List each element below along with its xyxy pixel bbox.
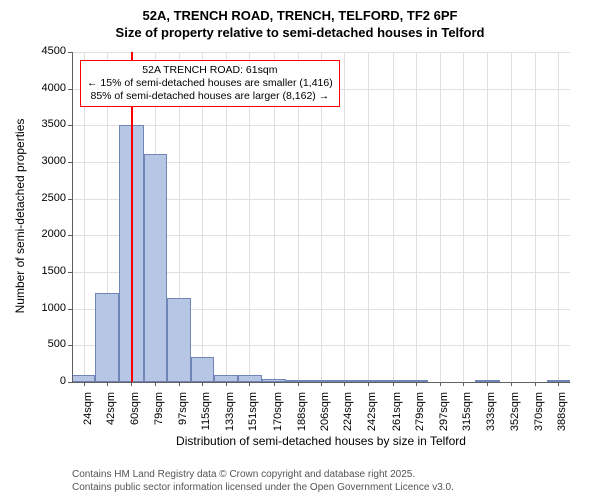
y-tick-label: 4500 xyxy=(26,45,66,57)
gridline-v xyxy=(393,52,394,382)
gridline-v xyxy=(535,52,536,382)
x-tick-label: 370sqm xyxy=(533,392,545,442)
x-tick-label: 115sqm xyxy=(200,392,212,442)
gridline-v xyxy=(487,52,488,382)
histogram-bar xyxy=(191,357,214,382)
gridline-v xyxy=(558,52,559,382)
gridline-v xyxy=(416,52,417,382)
x-tick-label: 60sqm xyxy=(129,392,141,442)
histogram-bar xyxy=(214,375,237,382)
gridline-v xyxy=(463,52,464,382)
y-axis-label: Number of semi-detached properties xyxy=(13,106,27,326)
x-tick-label: 352sqm xyxy=(509,392,521,442)
y-tick-label: 4000 xyxy=(26,82,66,94)
chart-title: 52A, TRENCH ROAD, TRENCH, TELFORD, TF2 6… xyxy=(0,0,600,25)
x-tick-label: 279sqm xyxy=(414,392,426,442)
x-tick-label: 42sqm xyxy=(105,392,117,442)
x-tick-label: 242sqm xyxy=(366,392,378,442)
x-tick-label: 133sqm xyxy=(224,392,236,442)
gridline-v xyxy=(368,52,369,382)
histogram-bar xyxy=(144,154,167,382)
y-tick-label: 1500 xyxy=(26,265,66,277)
histogram-bar xyxy=(72,375,95,382)
annotation-line-3: 85% of semi-detached houses are larger (… xyxy=(87,90,333,103)
x-tick-label: 224sqm xyxy=(342,392,354,442)
x-tick-label: 261sqm xyxy=(391,392,403,442)
footer-text: Contains HM Land Registry data © Crown c… xyxy=(72,468,454,494)
annotation-line-1: 52A TRENCH ROAD: 61sqm xyxy=(87,64,333,77)
footer-line-2: Contains public sector information licen… xyxy=(72,481,454,494)
y-tick-label: 2500 xyxy=(26,192,66,204)
y-tick-label: 3500 xyxy=(26,118,66,130)
y-tick-label: 1000 xyxy=(26,302,66,314)
y-tick-label: 0 xyxy=(26,375,66,387)
x-tick-label: 151sqm xyxy=(247,392,259,442)
histogram-bar xyxy=(167,298,190,382)
histogram-bar xyxy=(95,293,118,382)
x-tick-label: 206sqm xyxy=(319,392,331,442)
y-tick-label: 3000 xyxy=(26,155,66,167)
x-tick-label: 333sqm xyxy=(485,392,497,442)
annotation-line-2: ← 15% of semi-detached houses are smalle… xyxy=(87,77,333,90)
chart-subtitle: Size of property relative to semi-detach… xyxy=(0,25,600,40)
y-tick-label: 500 xyxy=(26,338,66,350)
gridline-v xyxy=(511,52,512,382)
x-tick-label: 170sqm xyxy=(272,392,284,442)
x-tick-label: 97sqm xyxy=(177,392,189,442)
x-tick-label: 79sqm xyxy=(153,392,165,442)
x-tick-label: 388sqm xyxy=(556,392,568,442)
x-tick-label: 188sqm xyxy=(296,392,308,442)
y-tick-label: 2000 xyxy=(26,228,66,240)
gridline-v xyxy=(440,52,441,382)
histogram-bar xyxy=(238,375,263,382)
footer-line-1: Contains HM Land Registry data © Crown c… xyxy=(72,468,454,481)
x-tick-label: 315sqm xyxy=(461,392,473,442)
annotation-box: 52A TRENCH ROAD: 61sqm ← 15% of semi-det… xyxy=(80,60,340,107)
x-tick-label: 297sqm xyxy=(438,392,450,442)
x-tick-label: 24sqm xyxy=(82,392,94,442)
gridline-v xyxy=(344,52,345,382)
